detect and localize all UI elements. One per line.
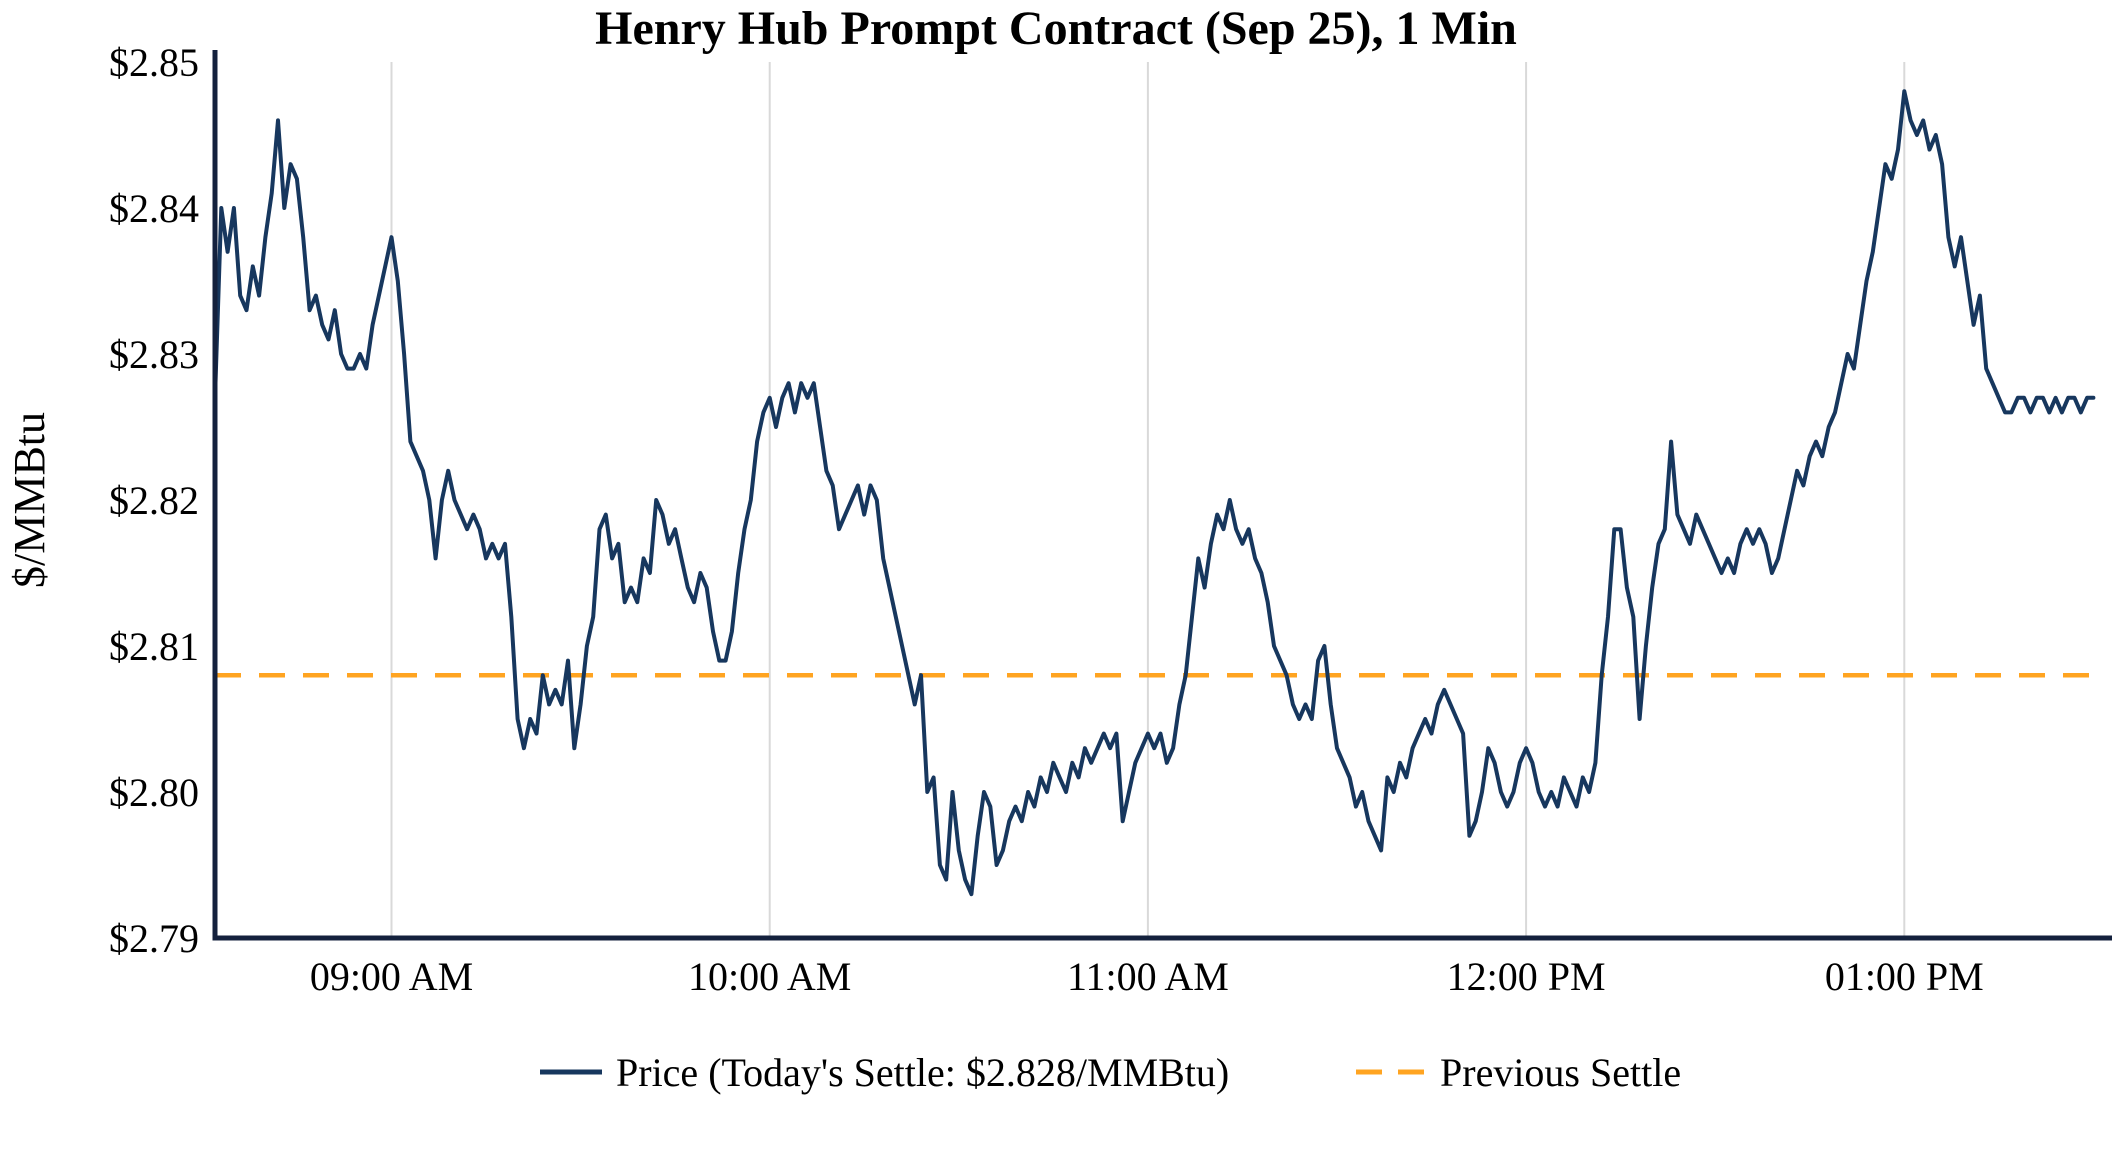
x-tick-label: 10:00 AM: [688, 954, 851, 999]
x-tick-label: 12:00 PM: [1447, 954, 1606, 999]
chart-title: Henry Hub Prompt Contract (Sep 25), 1 Mi…: [595, 2, 1517, 55]
y-tick-label: $2.85: [109, 40, 199, 85]
y-tick-label: $2.83: [109, 332, 199, 377]
y-tick-label: $2.84: [109, 186, 199, 231]
y-axis-label: $/MMBtu: [5, 412, 54, 588]
x-tick-label: 11:00 AM: [1067, 954, 1229, 999]
price-line: [213, 89, 2096, 897]
plot-area: 09:00 AM 10:00 AM 11:00 AM 12:00 PM 01:00 PM…: [109, 40, 2112, 999]
y-tick-label: $2.82: [109, 478, 199, 523]
y-tick-label: $2.79: [109, 916, 199, 961]
y-tick-label: $2.81: [109, 624, 199, 669]
x-tick-label: 01:00 PM: [1825, 954, 1984, 999]
x-tick-label: 09:00 AM: [310, 954, 473, 999]
legend-previous-settle-label: Previous Settle: [1440, 1050, 1681, 1095]
legend-price-label: Price (Today's Settle: $2.828/MMBtu): [616, 1050, 1229, 1095]
legend: Price (Today's Settle: $2.828/MMBtu) Pre…: [540, 1050, 1681, 1095]
y-tick-label: $2.80: [109, 770, 199, 815]
